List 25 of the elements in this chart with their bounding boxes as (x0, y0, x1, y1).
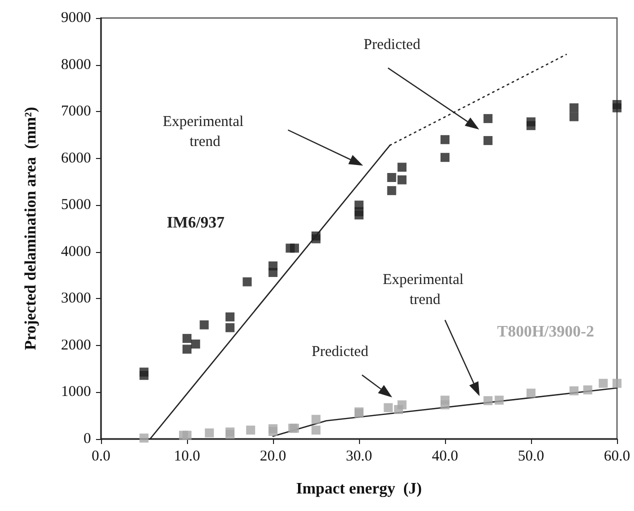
y-tick-label: 5000 (61, 197, 91, 214)
x-tick-label: 20.0 (260, 448, 286, 464)
x-tick-label: 50.0 (518, 448, 544, 464)
y-tick-label: 8000 (61, 56, 91, 73)
text: T800H/3900-2 (497, 323, 594, 340)
y-tick-label: 2000 (61, 337, 91, 354)
x-tick-label: 40.0 (432, 448, 458, 464)
annotation: Predicted (364, 37, 421, 53)
annotation: Predicted (312, 344, 369, 360)
y-tick-label: 4000 (61, 244, 91, 260)
y-axis-title: Projected delamination area (mm²) (22, 106, 40, 350)
x-tick-label: 60.0 (604, 448, 630, 464)
y-tick-label: 3000 (61, 290, 91, 307)
text: IM6/937 (166, 214, 224, 232)
x-tick-label: 0.0 (92, 448, 110, 464)
x-tick-label: 30.0 (346, 448, 372, 464)
y-tick-label: 9000 (61, 10, 91, 26)
x-axis-title: Impact energy (J) (296, 480, 422, 498)
y-tick-label: 7000 (61, 104, 91, 120)
annotation: Experimental trend (162, 114, 248, 150)
annotation: Experimental trend (382, 272, 468, 308)
y-tick-label: 6000 (61, 150, 91, 166)
x-tick-label: 10.0 (174, 448, 200, 464)
y-tick-label: 1000 (61, 384, 91, 400)
y-tick-label: 0 (84, 431, 91, 447)
